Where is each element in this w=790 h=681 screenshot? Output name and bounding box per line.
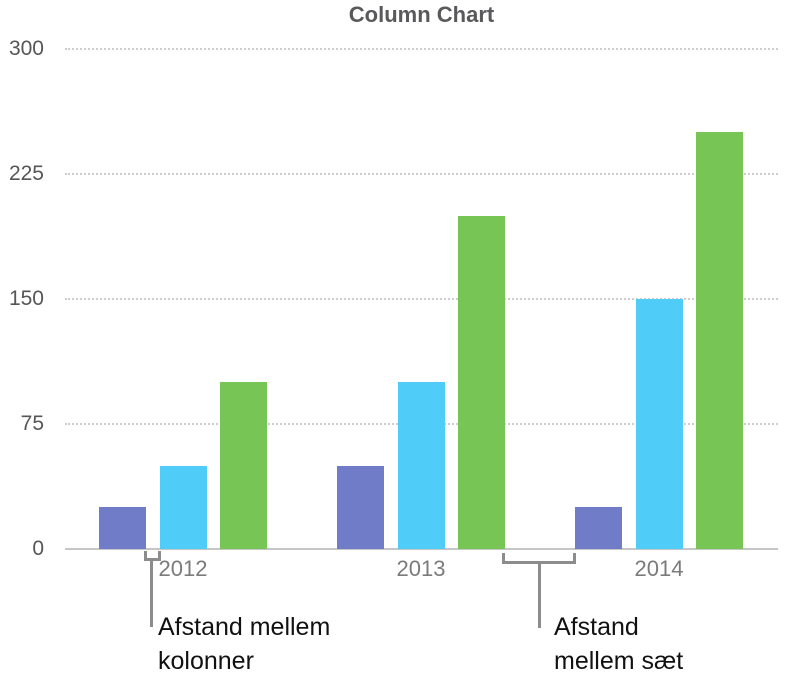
annotation-line: kolonner	[158, 647, 254, 675]
annotation-column-gap: Afstand mellem kolonner	[158, 610, 330, 678]
x-axis-label: 2012	[158, 556, 208, 581]
annotation-set-gap: Afstand mellem sæt	[554, 610, 683, 678]
annotation-line: Afstand	[554, 613, 639, 641]
y-axis-label: 300	[8, 37, 44, 60]
bar-2012-series-3	[220, 382, 267, 549]
x-axis-line	[65, 548, 778, 550]
bar-2013-series-2	[397, 382, 445, 549]
annotation-line: Afstand mellem	[158, 613, 331, 641]
bar-2013-series-1	[337, 465, 384, 549]
annotation-line: mellem sæt	[554, 647, 684, 675]
y-axis-label: 75	[20, 412, 44, 435]
gridline-225	[65, 173, 778, 175]
bar-2012-series-1	[99, 507, 146, 549]
gridline-300	[65, 48, 778, 50]
set-gap-callout-line	[538, 562, 541, 628]
x-axis-label: 2013	[396, 556, 446, 581]
y-axis-label: 150	[8, 287, 44, 310]
bar-2012-series-2	[159, 465, 207, 549]
bar-2014-series-2	[635, 299, 683, 549]
gridline-150	[65, 298, 778, 300]
bar-2014-series-1	[575, 507, 622, 549]
chart-title: Column Chart	[348, 2, 495, 27]
bar-2014-series-3	[696, 132, 743, 549]
bar-2013-series-3	[458, 215, 505, 549]
column-gap-callout-line	[150, 560, 153, 627]
x-axis-label: 2014	[634, 556, 684, 581]
y-axis-label: 0	[32, 537, 44, 560]
y-axis-label: 225	[8, 162, 44, 185]
column-gap-bracket	[144, 551, 161, 561]
